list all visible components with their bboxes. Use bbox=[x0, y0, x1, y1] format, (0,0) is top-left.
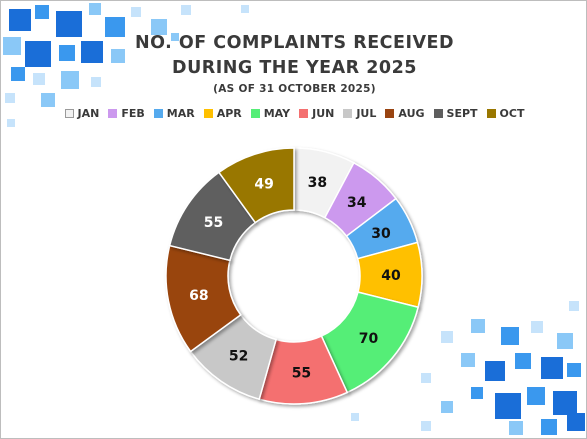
data-label-aug: 68 bbox=[189, 288, 208, 304]
decorative-tile bbox=[56, 11, 82, 37]
decorative-tile bbox=[509, 421, 523, 435]
decorative-tile bbox=[441, 331, 453, 343]
decorative-tile bbox=[241, 5, 249, 13]
chart-title-line-2: DURING THE YEAR 2025 bbox=[172, 58, 417, 78]
decorative-tile bbox=[461, 353, 475, 367]
decorative-tile bbox=[421, 373, 431, 383]
legend-swatch bbox=[385, 109, 395, 118]
data-label-feb: 34 bbox=[347, 195, 367, 211]
decorative-tile bbox=[557, 333, 573, 349]
decorative-tile bbox=[567, 413, 585, 431]
decorative-tile bbox=[421, 421, 431, 431]
decorative-tile bbox=[501, 327, 519, 345]
legend-item-jan: JAN bbox=[64, 107, 100, 120]
decorative-tile bbox=[515, 353, 531, 369]
data-label-apr: 40 bbox=[381, 268, 401, 284]
decorative-tile bbox=[171, 33, 179, 41]
decorative-tile bbox=[131, 7, 141, 17]
legend-label: MAY bbox=[263, 107, 291, 120]
legend-item-aug: AUG bbox=[385, 107, 425, 120]
decorative-tile bbox=[351, 413, 359, 421]
legend-item-oct: OCT bbox=[486, 107, 525, 120]
legend-label: JUL bbox=[356, 107, 377, 120]
decorative-tile bbox=[25, 41, 51, 67]
decorative-tile bbox=[541, 419, 557, 435]
decorative-tile bbox=[61, 71, 79, 89]
decorative-tile bbox=[471, 387, 483, 399]
decorative-tile bbox=[89, 3, 101, 15]
data-label-mar: 30 bbox=[371, 226, 391, 242]
data-label-jan: 38 bbox=[308, 175, 327, 191]
decorative-tile bbox=[485, 361, 505, 381]
decorative-tile bbox=[41, 93, 55, 107]
decorative-tile bbox=[111, 49, 125, 63]
decorative-tile bbox=[7, 119, 15, 127]
decorative-tile bbox=[33, 73, 45, 85]
legend-item-mar: MAR bbox=[153, 107, 195, 120]
decorative-tile bbox=[35, 5, 49, 19]
legend-item-jun: JUN bbox=[299, 107, 334, 120]
legend-label: MAR bbox=[166, 107, 195, 120]
legend-item-feb: FEB bbox=[108, 107, 145, 120]
data-label-jul: 52 bbox=[229, 349, 248, 365]
legend-label: JAN bbox=[77, 107, 100, 120]
data-label-may: 70 bbox=[359, 331, 379, 347]
data-label-jun: 55 bbox=[292, 366, 311, 382]
decorative-tile bbox=[441, 401, 453, 413]
legend-swatch bbox=[108, 109, 118, 118]
decorative-tile bbox=[11, 67, 25, 81]
legend-swatch bbox=[433, 109, 443, 118]
legend-swatch bbox=[153, 109, 163, 118]
legend-swatch bbox=[486, 109, 496, 118]
decorative-tile bbox=[569, 301, 579, 311]
decorative-tile bbox=[553, 391, 577, 415]
legend-swatch bbox=[343, 109, 353, 118]
chart-title-line-1: NO. OF COMPLAINTS RECEIVED bbox=[134, 33, 454, 53]
legend-label: FEB bbox=[121, 107, 145, 120]
data-label-oct: 49 bbox=[254, 177, 273, 193]
decorative-tile bbox=[5, 93, 15, 103]
decorative-tile bbox=[567, 363, 581, 377]
legend-label: SEPT bbox=[446, 107, 478, 120]
legend-swatch bbox=[250, 109, 260, 118]
legend-swatch bbox=[203, 109, 213, 118]
legend-label: OCT bbox=[499, 107, 525, 120]
legend-label: APR bbox=[216, 107, 242, 120]
legend-item-may: MAY bbox=[250, 107, 291, 120]
legend-label: JUN bbox=[312, 107, 335, 120]
decorative-tile bbox=[9, 9, 31, 31]
decorative-tile bbox=[527, 387, 545, 405]
decorative-tile bbox=[471, 319, 485, 333]
decorative-tile bbox=[541, 357, 563, 379]
decorative-tile bbox=[181, 5, 191, 15]
legend-swatch bbox=[299, 109, 309, 118]
decorative-tile bbox=[81, 41, 103, 63]
slice-oct bbox=[217, 147, 295, 224]
decorative-tile bbox=[59, 45, 75, 61]
decorative-tile bbox=[105, 17, 125, 37]
chart-legend: JAN FEB MAR APR MAY JUN JUL AUG SEPT OCT bbox=[1, 107, 586, 120]
decorative-tile bbox=[531, 321, 543, 333]
decorative-tile bbox=[495, 393, 521, 419]
legend-swatch bbox=[64, 109, 74, 118]
legend-item-apr: APR bbox=[203, 107, 242, 120]
legend-item-sept: SEPT bbox=[433, 107, 478, 120]
legend-item-jul: JUL bbox=[343, 107, 376, 120]
legend-label: AUG bbox=[398, 107, 425, 120]
chart-subtitle: (AS OF 31 OCTOBER 2025) bbox=[213, 83, 376, 95]
decorative-tile bbox=[91, 77, 101, 87]
data-label-sept: 55 bbox=[204, 215, 223, 231]
decorative-tile bbox=[3, 37, 21, 55]
decorative-tile bbox=[151, 19, 167, 35]
